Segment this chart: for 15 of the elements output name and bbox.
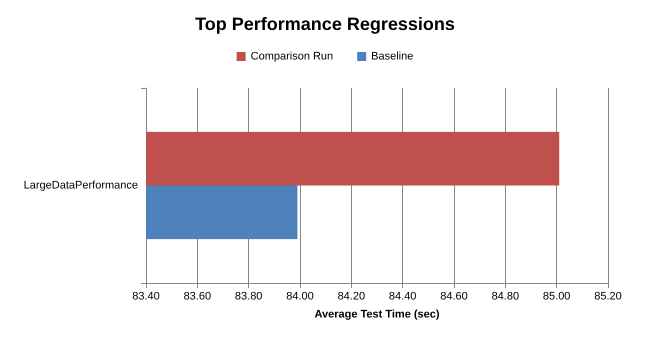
x-axis-title: Average Test Time (sec) [314,308,440,320]
legend-label: Baseline [371,50,414,62]
x-tick-label: 83.80 [234,290,262,302]
x-tick-label: 83.40 [132,290,160,302]
legend-label: Comparison Run [250,50,334,62]
x-tick-label: 84.60 [440,290,468,302]
y-tick-label: LargeDataPerformance [24,180,138,192]
x-tick-label: 85.20 [594,290,622,302]
x-tick-label: 84.80 [492,290,520,302]
chart-title: Top Performance Regressions [195,14,455,34]
x-tick-label: 83.60 [184,290,212,302]
x-tick-label: 84.20 [338,290,366,302]
x-tick-label: 84.00 [286,290,314,302]
x-tick-label: 84.40 [388,290,416,302]
x-tick-label: 85.00 [542,290,570,302]
